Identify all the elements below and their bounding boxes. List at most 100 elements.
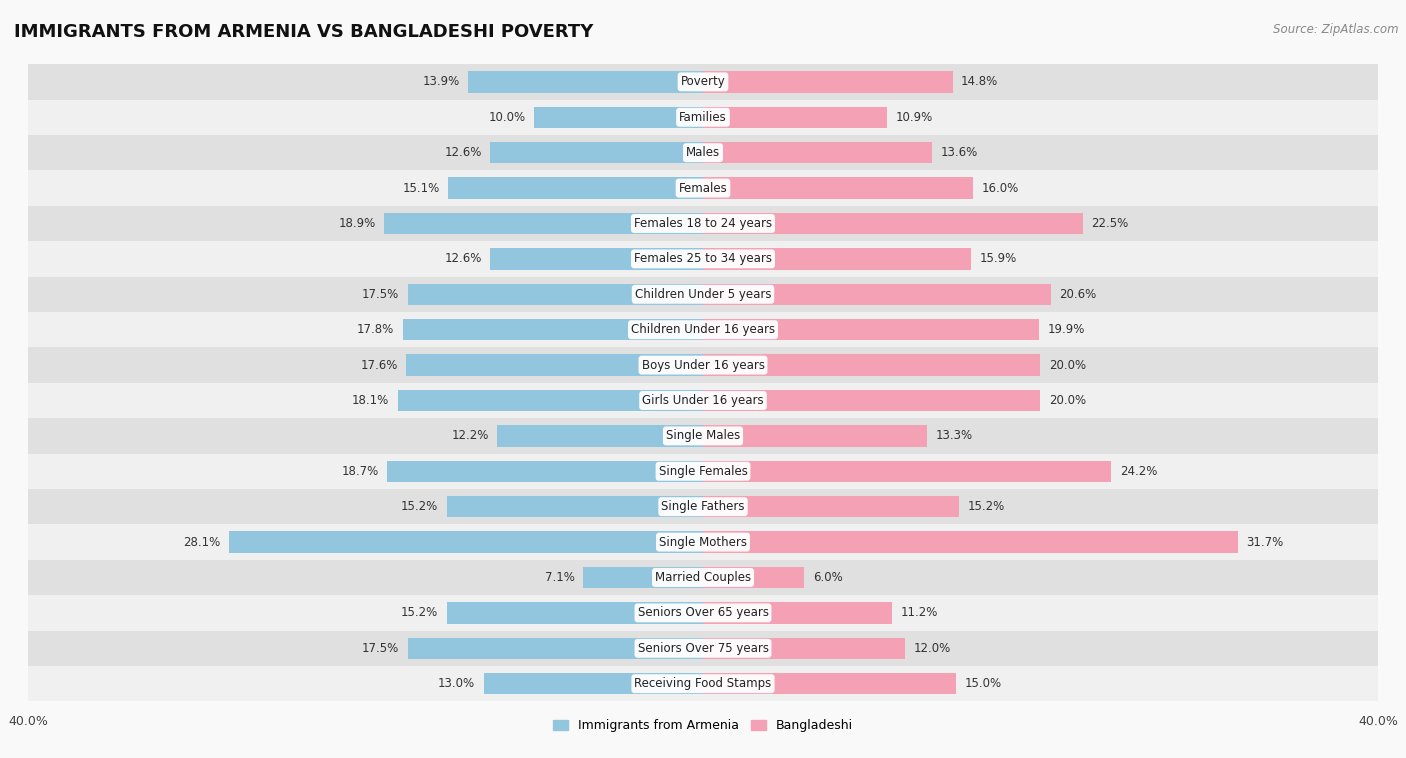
Bar xyxy=(484,673,703,694)
Bar xyxy=(703,425,928,446)
Text: 11.2%: 11.2% xyxy=(900,606,938,619)
Legend: Immigrants from Armenia, Bangladeshi: Immigrants from Armenia, Bangladeshi xyxy=(548,714,858,738)
Bar xyxy=(28,525,1378,560)
Text: 13.3%: 13.3% xyxy=(936,429,973,443)
Bar xyxy=(449,177,703,199)
Text: Single Mothers: Single Mothers xyxy=(659,536,747,549)
Text: 7.1%: 7.1% xyxy=(546,571,575,584)
Bar xyxy=(703,496,959,517)
Text: Married Couples: Married Couples xyxy=(655,571,751,584)
Bar xyxy=(28,418,1378,453)
Text: 31.7%: 31.7% xyxy=(1246,536,1284,549)
Bar xyxy=(703,603,891,624)
Text: 12.2%: 12.2% xyxy=(451,429,489,443)
Text: 14.8%: 14.8% xyxy=(962,75,998,89)
Bar xyxy=(28,631,1378,666)
Text: 28.1%: 28.1% xyxy=(183,536,221,549)
Bar xyxy=(28,171,1378,205)
Text: 18.9%: 18.9% xyxy=(339,217,375,230)
Text: Seniors Over 65 years: Seniors Over 65 years xyxy=(637,606,769,619)
Text: Girls Under 16 years: Girls Under 16 years xyxy=(643,394,763,407)
Text: 15.2%: 15.2% xyxy=(401,606,439,619)
Text: 12.6%: 12.6% xyxy=(444,146,482,159)
Text: Poverty: Poverty xyxy=(681,75,725,89)
Bar xyxy=(229,531,703,553)
Text: Females 18 to 24 years: Females 18 to 24 years xyxy=(634,217,772,230)
Text: 12.0%: 12.0% xyxy=(914,642,950,655)
Bar xyxy=(583,567,703,588)
Bar xyxy=(28,666,1378,701)
Text: Seniors Over 75 years: Seniors Over 75 years xyxy=(637,642,769,655)
Text: 18.7%: 18.7% xyxy=(342,465,380,478)
Text: 13.6%: 13.6% xyxy=(941,146,979,159)
Bar xyxy=(703,213,1083,234)
Text: Children Under 5 years: Children Under 5 years xyxy=(634,288,772,301)
Text: 15.0%: 15.0% xyxy=(965,677,1001,691)
Text: Receiving Food Stamps: Receiving Food Stamps xyxy=(634,677,772,691)
Bar xyxy=(703,567,804,588)
Bar xyxy=(28,347,1378,383)
Text: 6.0%: 6.0% xyxy=(813,571,842,584)
Bar xyxy=(28,312,1378,347)
Bar xyxy=(406,355,703,376)
Bar xyxy=(703,390,1040,411)
Text: Females: Females xyxy=(679,182,727,195)
Text: IMMIGRANTS FROM ARMENIA VS BANGLADESHI POVERTY: IMMIGRANTS FROM ARMENIA VS BANGLADESHI P… xyxy=(14,23,593,41)
Bar xyxy=(447,603,703,624)
Bar xyxy=(402,319,703,340)
Bar xyxy=(703,673,956,694)
Text: 10.0%: 10.0% xyxy=(489,111,526,124)
Text: 15.9%: 15.9% xyxy=(980,252,1017,265)
Bar xyxy=(28,241,1378,277)
Bar xyxy=(28,489,1378,525)
Text: Single Females: Single Females xyxy=(658,465,748,478)
Bar xyxy=(408,283,703,305)
Bar xyxy=(703,71,953,92)
Text: 16.0%: 16.0% xyxy=(981,182,1018,195)
Text: 19.9%: 19.9% xyxy=(1047,323,1084,337)
Bar xyxy=(408,637,703,659)
Text: Single Fathers: Single Fathers xyxy=(661,500,745,513)
Text: 17.6%: 17.6% xyxy=(360,359,398,371)
Bar xyxy=(703,283,1050,305)
Bar xyxy=(28,64,1378,99)
Bar xyxy=(28,99,1378,135)
Text: 17.8%: 17.8% xyxy=(357,323,394,337)
Text: 15.2%: 15.2% xyxy=(401,500,439,513)
Bar xyxy=(28,560,1378,595)
Bar xyxy=(468,71,703,92)
Text: 15.2%: 15.2% xyxy=(967,500,1005,513)
Bar xyxy=(491,142,703,163)
Bar xyxy=(28,135,1378,171)
Text: 10.9%: 10.9% xyxy=(896,111,932,124)
Bar xyxy=(491,249,703,270)
Bar xyxy=(28,277,1378,312)
Bar xyxy=(384,213,703,234)
Text: Females 25 to 34 years: Females 25 to 34 years xyxy=(634,252,772,265)
Bar xyxy=(703,107,887,128)
Text: 12.6%: 12.6% xyxy=(444,252,482,265)
Bar xyxy=(703,355,1040,376)
Bar xyxy=(28,595,1378,631)
Bar xyxy=(703,637,905,659)
Text: 20.0%: 20.0% xyxy=(1049,359,1085,371)
Text: 13.0%: 13.0% xyxy=(439,677,475,691)
Bar xyxy=(28,383,1378,418)
Bar xyxy=(28,453,1378,489)
Bar xyxy=(534,107,703,128)
Bar xyxy=(703,249,972,270)
Text: 22.5%: 22.5% xyxy=(1091,217,1128,230)
Text: 24.2%: 24.2% xyxy=(1119,465,1157,478)
Bar xyxy=(28,205,1378,241)
Text: Source: ZipAtlas.com: Source: ZipAtlas.com xyxy=(1274,23,1399,36)
Text: Families: Families xyxy=(679,111,727,124)
Bar xyxy=(388,461,703,482)
Bar xyxy=(703,531,1237,553)
Bar xyxy=(703,142,932,163)
Text: Males: Males xyxy=(686,146,720,159)
Text: 20.6%: 20.6% xyxy=(1059,288,1097,301)
Text: Single Males: Single Males xyxy=(666,429,740,443)
Bar xyxy=(447,496,703,517)
Bar xyxy=(703,177,973,199)
Text: 18.1%: 18.1% xyxy=(352,394,389,407)
